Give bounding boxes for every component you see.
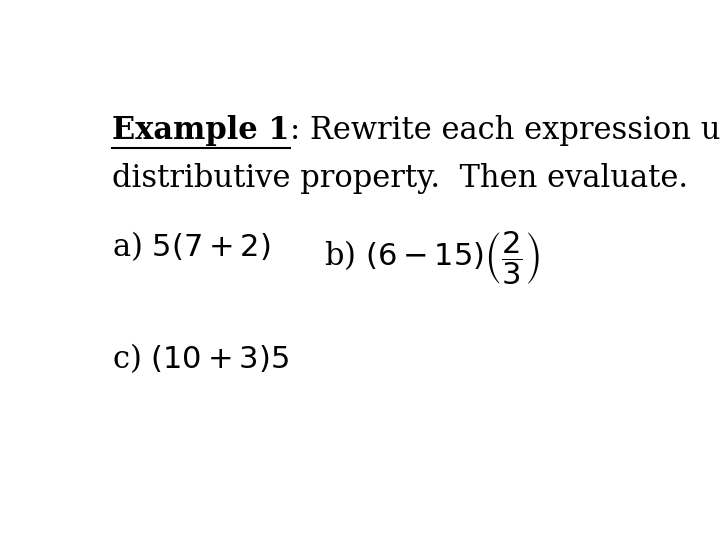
Text: : Rewrite each expression using the: : Rewrite each expression using the [290, 114, 720, 146]
Text: distributive property.  Then evaluate.: distributive property. Then evaluate. [112, 163, 688, 193]
Text: Example 1: Example 1 [112, 114, 290, 146]
Text: c) $(10 + 3)5$: c) $(10 + 3)5$ [112, 341, 289, 375]
Text: b) $(6 - 15)\left(\dfrac{2}{3}\right)$: b) $(6 - 15)\left(\dfrac{2}{3}\right)$ [324, 229, 540, 287]
Text: a) $5(7 + 2)$: a) $5(7 + 2)$ [112, 229, 271, 263]
